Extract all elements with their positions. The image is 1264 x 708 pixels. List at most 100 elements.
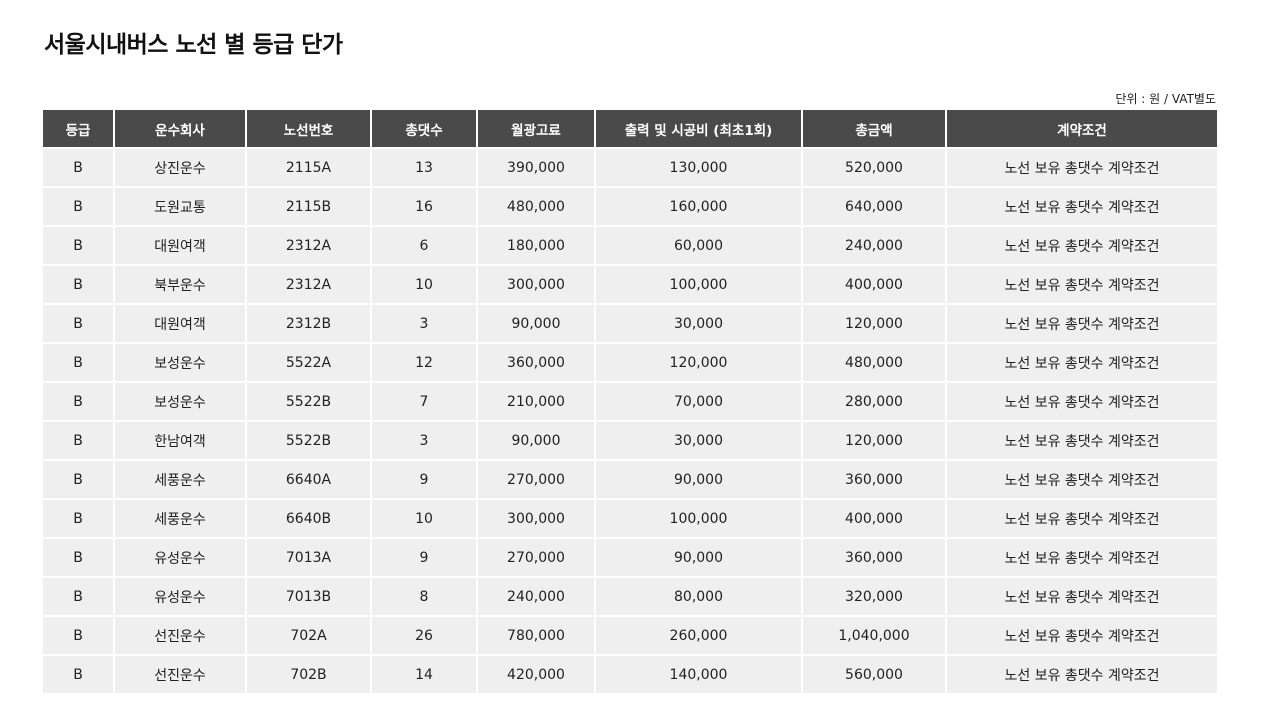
- cell-grade: B: [43, 615, 114, 655]
- cell-route-number: 2115B: [245, 186, 371, 226]
- cell-contract-terms: 노선 보유 총댓수 계약조건: [945, 381, 1217, 421]
- cell-grade: B: [43, 498, 114, 538]
- cell-print-install-cost: 60,000: [594, 225, 802, 265]
- cell-contract-terms: 노선 보유 총댓수 계약조건: [945, 498, 1217, 538]
- table-row: B 대원여객 2312B 3 90,000 30,000 120,000 노선 보유 총댓수 …: [43, 303, 1217, 343]
- cell-print-install-cost: 90,000: [594, 459, 802, 499]
- table-row: B 북부운수 2312A 10 300,000 100,000 400,000 노선 보유 총…: [43, 264, 1217, 304]
- cell-contract-terms: 노선 보유 총댓수 계약조건: [945, 420, 1217, 460]
- table-row: B 유성운수 7013B 8 240,000 80,000 320,000 노선 보유 총댓수…: [43, 576, 1217, 616]
- cell-grade: B: [43, 459, 114, 499]
- cell-print-install-cost: 30,000: [594, 420, 802, 460]
- cell-grade: B: [43, 420, 114, 460]
- cell-grade: B: [43, 537, 114, 577]
- cell-contract-terms: 노선 보유 총댓수 계약조건: [945, 576, 1217, 616]
- cell-bus-count: 10: [370, 264, 477, 304]
- cell-route-number: 2312B: [245, 303, 371, 343]
- cell-grade: B: [43, 264, 114, 304]
- cell-total-amount: 560,000: [801, 654, 946, 693]
- cell-route-number: 702A: [245, 615, 371, 655]
- cell-grade: B: [43, 186, 114, 226]
- cell-bus-count: 12: [370, 342, 477, 382]
- cell-contract-terms: 노선 보유 총댓수 계약조건: [945, 147, 1217, 187]
- cell-contract-terms: 노선 보유 총댓수 계약조건: [945, 654, 1217, 693]
- cell-bus-count: 8: [370, 576, 477, 616]
- cell-company: 유성운수: [113, 537, 246, 577]
- table-row: B 세풍운수 6640B 10 300,000 100,000 400,000 노선 보유 총…: [43, 498, 1217, 538]
- cell-bus-count: 13: [370, 147, 477, 187]
- cell-bus-count: 10: [370, 498, 477, 538]
- cell-monthly-fee: 270,000: [476, 459, 595, 499]
- cell-bus-count: 26: [370, 615, 477, 655]
- cell-print-install-cost: 160,000: [594, 186, 802, 226]
- cell-print-install-cost: 80,000: [594, 576, 802, 616]
- header-print-install-cost: 출력 및 시공비 (최초1회): [594, 110, 802, 149]
- cell-bus-count: 3: [370, 420, 477, 460]
- cell-total-amount: 320,000: [801, 576, 946, 616]
- cell-company: 도원교통: [113, 186, 246, 226]
- price-table: 등급 운수회사 노선번호 총댓수 월광고료 출력 및 시공비 (최초1회) 총금…: [43, 110, 1217, 693]
- header-company: 운수회사: [113, 110, 246, 149]
- cell-monthly-fee: 360,000: [476, 342, 595, 382]
- cell-route-number: 2312A: [245, 264, 371, 304]
- cell-total-amount: 400,000: [801, 264, 946, 304]
- table-row: B 상진운수 2115A 13 390,000 130,000 520,000 노선 보유 총…: [43, 147, 1217, 187]
- cell-print-install-cost: 70,000: [594, 381, 802, 421]
- header-bus-count: 총댓수: [370, 110, 477, 149]
- cell-bus-count: 16: [370, 186, 477, 226]
- cell-contract-terms: 노선 보유 총댓수 계약조건: [945, 264, 1217, 304]
- cell-company: 보성운수: [113, 381, 246, 421]
- table-body: B 상진운수 2115A 13 390,000 130,000 520,000 노선 보유 총…: [43, 147, 1217, 693]
- cell-print-install-cost: 130,000: [594, 147, 802, 187]
- cell-total-amount: 520,000: [801, 147, 946, 187]
- page-title: 서울시내버스 노선 별 등급 단가: [44, 32, 343, 58]
- cell-grade: B: [43, 576, 114, 616]
- header-grade: 등급: [43, 110, 114, 149]
- cell-total-amount: 640,000: [801, 186, 946, 226]
- cell-total-amount: 400,000: [801, 498, 946, 538]
- cell-monthly-fee: 270,000: [476, 537, 595, 577]
- cell-print-install-cost: 90,000: [594, 537, 802, 577]
- table-row: B 보성운수 5522B 7 210,000 70,000 280,000 노선 보유 총댓수…: [43, 381, 1217, 421]
- table-row: B 대원여객 2312A 6 180,000 60,000 240,000 노선 보유 총댓수…: [43, 225, 1217, 265]
- cell-monthly-fee: 90,000: [476, 303, 595, 343]
- header-route-number: 노선번호: [245, 110, 371, 149]
- cell-grade: B: [43, 342, 114, 382]
- cell-monthly-fee: 90,000: [476, 420, 595, 460]
- header-monthly-fee: 월광고료: [476, 110, 595, 149]
- cell-route-number: 5522A: [245, 342, 371, 382]
- table-row: B 유성운수 7013A 9 270,000 90,000 360,000 노선 보유 총댓수…: [43, 537, 1217, 577]
- cell-route-number: 702B: [245, 654, 371, 693]
- cell-company: 보성운수: [113, 342, 246, 382]
- cell-contract-terms: 노선 보유 총댓수 계약조건: [945, 342, 1217, 382]
- cell-route-number: 6640A: [245, 459, 371, 499]
- cell-monthly-fee: 780,000: [476, 615, 595, 655]
- cell-bus-count: 7: [370, 381, 477, 421]
- cell-company: 상진운수: [113, 147, 246, 187]
- table-row: B 보성운수 5522A 12 360,000 120,000 480,000 노선 보유 총…: [43, 342, 1217, 382]
- cell-bus-count: 6: [370, 225, 477, 265]
- cell-monthly-fee: 180,000: [476, 225, 595, 265]
- cell-contract-terms: 노선 보유 총댓수 계약조건: [945, 615, 1217, 655]
- cell-company: 세풍운수: [113, 498, 246, 538]
- cell-company: 한남여객: [113, 420, 246, 460]
- cell-print-install-cost: 260,000: [594, 615, 802, 655]
- cell-company: 세풍운수: [113, 459, 246, 499]
- cell-company: 대원여객: [113, 303, 246, 343]
- table-row: B 도원교통 2115B 16 480,000 160,000 640,000 노선 보유 총…: [43, 186, 1217, 226]
- cell-print-install-cost: 100,000: [594, 264, 802, 304]
- cell-monthly-fee: 210,000: [476, 381, 595, 421]
- table-header-row: 등급 운수회사 노선번호 총댓수 월광고료 출력 및 시공비 (최초1회) 총금…: [43, 110, 1217, 149]
- cell-monthly-fee: 240,000: [476, 576, 595, 616]
- cell-grade: B: [43, 303, 114, 343]
- unit-note: 단위 : 원 / VAT별도: [1115, 92, 1216, 106]
- cell-route-number: 5522B: [245, 420, 371, 460]
- cell-contract-terms: 노선 보유 총댓수 계약조건: [945, 459, 1217, 499]
- cell-route-number: 7013A: [245, 537, 371, 577]
- cell-route-number: 6640B: [245, 498, 371, 538]
- cell-bus-count: 14: [370, 654, 477, 693]
- cell-company: 대원여객: [113, 225, 246, 265]
- cell-company: 선진운수: [113, 615, 246, 655]
- table-row: B 선진운수 702B 14 420,000 140,000 560,000 노선 보유 총댓…: [43, 654, 1217, 693]
- cell-grade: B: [43, 147, 114, 187]
